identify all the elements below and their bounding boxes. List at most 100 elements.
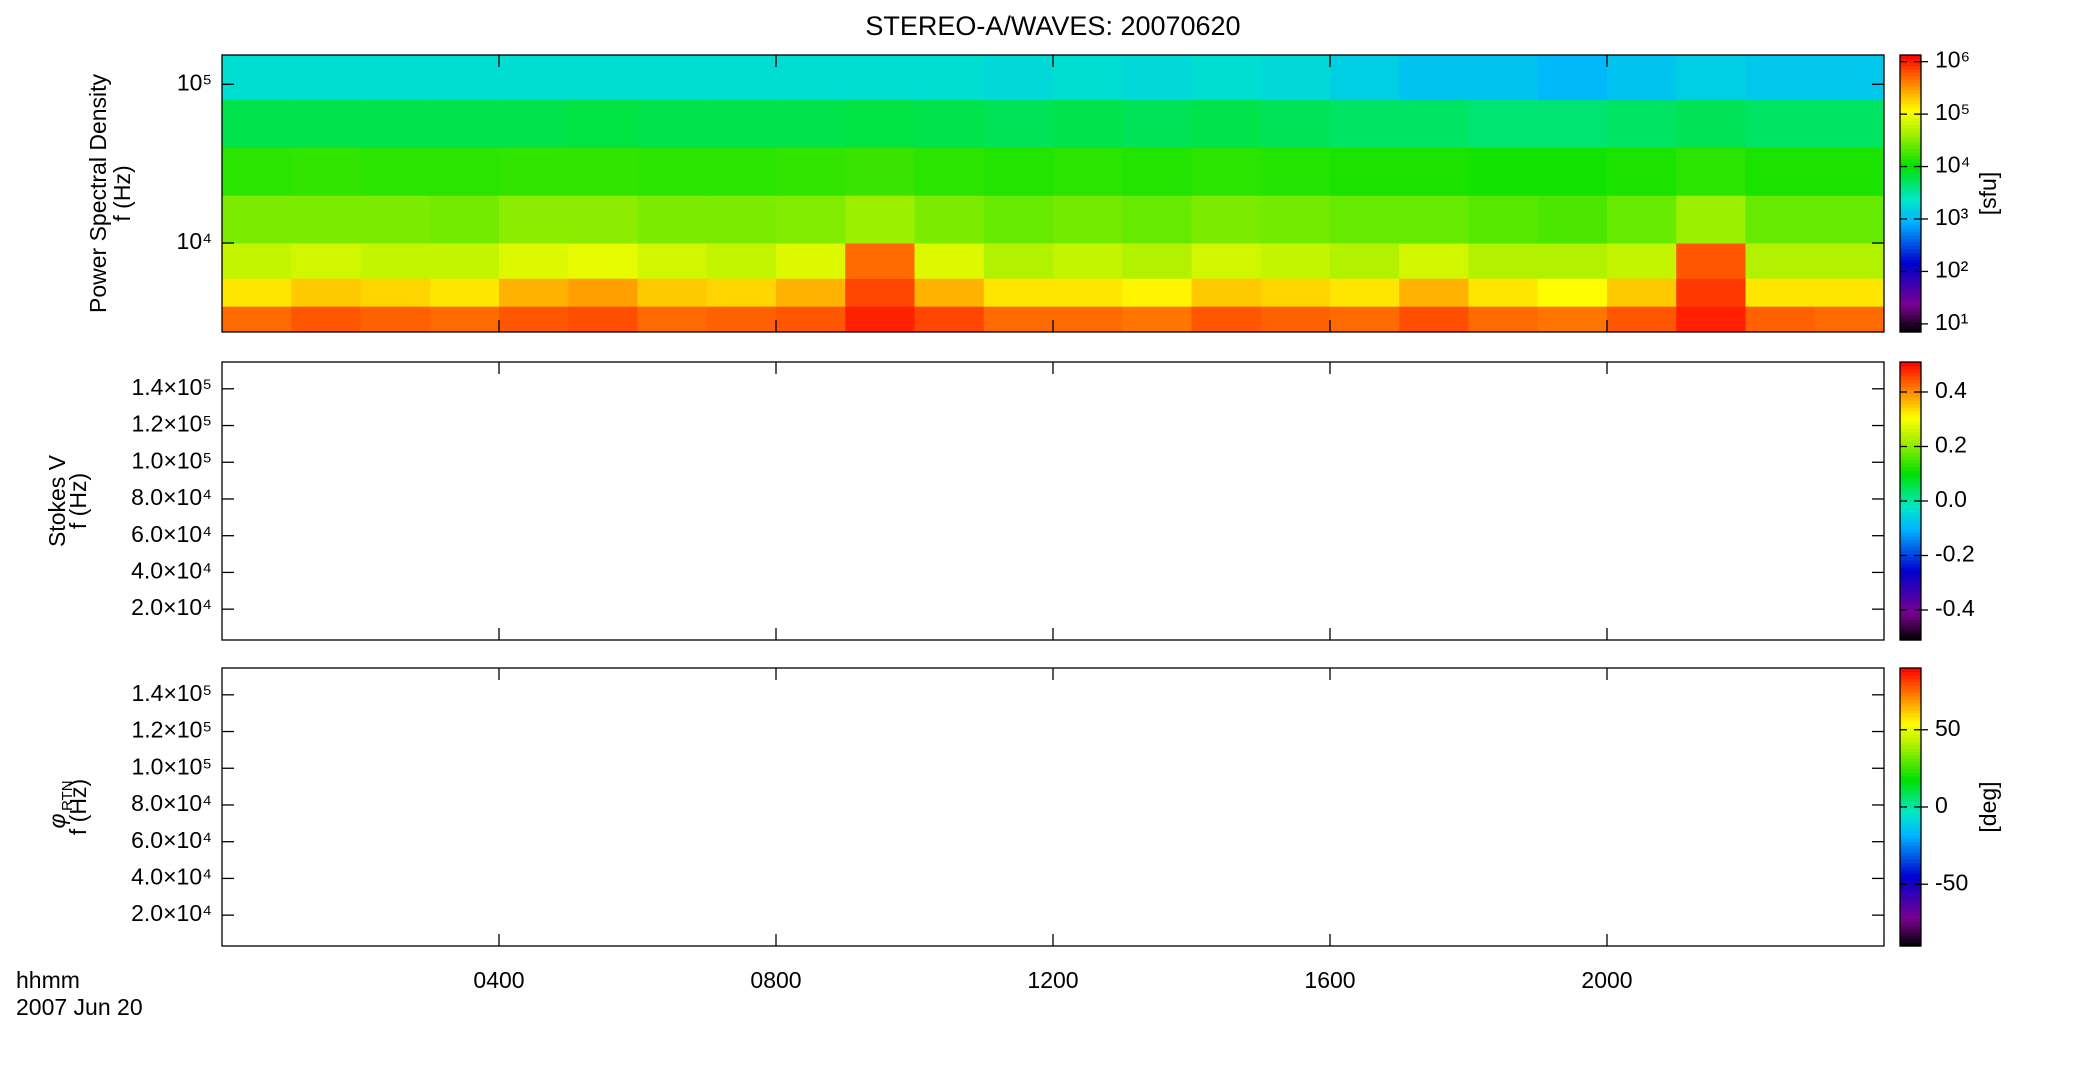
colorbar-segment: [1900, 452, 1921, 457]
y-axis-label-subscript: RTN: [59, 780, 76, 811]
colorbar-tick-label: -0.4: [1935, 595, 1975, 621]
colorbar-segment: [1900, 169, 1921, 174]
colorbar-segment: [1900, 622, 1921, 627]
x-tick-label: 2000: [1581, 967, 1632, 993]
colorbar-segment: [1900, 813, 1921, 819]
heatmap-cell: [499, 243, 569, 279]
colorbar-segment: [1900, 241, 1921, 247]
colorbar-tick-label: 10¹: [1935, 309, 1969, 335]
figure-title: STEREO-A/WAVES: 20070620: [865, 11, 1240, 41]
colorbar-segment: [1900, 765, 1921, 770]
heatmap-cell: [1468, 55, 1539, 101]
colorbar-segment: [1900, 58, 1921, 63]
heatmap-cell: [499, 147, 569, 196]
colorbar-segment: [1900, 730, 1921, 735]
colorbar-segment: [1900, 245, 1921, 250]
heatmap-cell: [1191, 147, 1262, 196]
heatmap-cell: [291, 55, 361, 101]
heatmap-cell: [1814, 195, 1885, 244]
colorbar-segment: [1900, 379, 1921, 384]
colorbar-segment: [1900, 393, 1921, 398]
heatmap-cell: [1330, 195, 1400, 244]
heatmap-cell: [1607, 306, 1677, 333]
colorbar-segment: [1900, 328, 1921, 333]
y-tick-label: 6.0×10⁴: [131, 521, 212, 547]
colorbar-segment: [1900, 176, 1921, 181]
heatmap-cell: [1814, 99, 1885, 148]
colorbar-segment: [1900, 542, 1921, 547]
colorbar-segment: [1900, 382, 1921, 387]
colorbar-segment: [1900, 504, 1921, 509]
heatmap-cell: [983, 243, 1054, 279]
y-tick-label: 1.0×10⁵: [131, 447, 212, 473]
heatmap-cell: [429, 147, 500, 196]
colorbar-segment: [1900, 807, 1921, 812]
colorbar-segment: [1900, 716, 1921, 721]
colorbar-segment: [1900, 93, 1921, 98]
colorbar-segment: [1900, 431, 1921, 436]
colorbar-segment: [1900, 793, 1921, 798]
heatmap-cell: [637, 306, 708, 333]
heatmap-cell: [776, 55, 846, 101]
colorbar-segment: [1900, 269, 1921, 274]
colorbar-segment: [1900, 266, 1921, 271]
colorbar-segment: [1900, 859, 1921, 864]
colorbar-segment: [1900, 713, 1921, 718]
heatmap-cell: [1399, 243, 1469, 279]
colorbar-segment: [1900, 297, 1921, 302]
heatmap-cell: [1745, 243, 1816, 279]
colorbar-segment: [1900, 276, 1921, 281]
y-tick-label: 1.4×10⁵: [131, 374, 212, 400]
heatmap-cell: [499, 99, 569, 148]
y-tick-label: 6.0×10⁴: [131, 827, 212, 853]
colorbar-segment: [1900, 290, 1921, 295]
colorbar-segment: [1900, 127, 1921, 132]
colorbar-segment: [1900, 633, 1921, 638]
heatmap-cell: [1814, 55, 1885, 101]
heatmap-cell: [568, 243, 638, 279]
colorbar-segment: [1900, 873, 1921, 878]
heatmap-cell: [1468, 195, 1539, 244]
heatmap-cell: [222, 306, 292, 333]
heatmap-cell: [1191, 306, 1262, 333]
heatmap-cell: [1260, 99, 1331, 148]
heatmap-cell: [1330, 99, 1400, 148]
colorbar-segment: [1900, 869, 1921, 874]
colorbar-segment: [1900, 879, 1921, 885]
heatmap-cell: [429, 278, 500, 307]
heatmap-cell: [776, 99, 846, 148]
colorbar-segment: [1900, 362, 1921, 367]
colorbar-segment: [1900, 671, 1921, 676]
colorbar-segment: [1900, 893, 1921, 898]
heatmap-cell: [222, 278, 292, 307]
heatmap-cell: [1607, 243, 1677, 279]
colorbar-segment: [1900, 932, 1921, 937]
colorbar-segment: [1900, 238, 1921, 243]
heatmap-cell: [1191, 243, 1262, 279]
colorbar-tick-label: 50: [1935, 715, 1961, 741]
colorbar-tick-label: 10⁵: [1935, 99, 1970, 125]
colorbar-segment: [1900, 293, 1921, 298]
colorbar-segment: [1900, 883, 1921, 888]
colorbar-segment: [1900, 487, 1921, 492]
colorbar-segment: [1900, 827, 1921, 832]
heatmap-cell: [360, 195, 431, 244]
colorbar-segment: [1900, 318, 1921, 323]
heatmap-cell: [222, 195, 292, 244]
colorbar-segment: [1900, 110, 1921, 115]
colorbar-segment: [1900, 117, 1921, 122]
colorbar-segment: [1900, 685, 1921, 690]
heatmap-cell: [1399, 147, 1469, 196]
y-tick-label: 8.0×10⁴: [131, 790, 212, 816]
heatmap-cell: [914, 306, 985, 333]
heatmap-cell: [637, 55, 708, 101]
heatmap-cell: [1122, 55, 1192, 101]
heatmap-cell: [568, 195, 638, 244]
colorbar-segment: [1900, 744, 1921, 749]
colorbar-segment: [1900, 151, 1921, 157]
colorbar-segment: [1900, 96, 1921, 101]
heatmap-cell: [429, 195, 500, 244]
colorbar-segment: [1900, 365, 1921, 370]
x-tick-label: 1600: [1304, 967, 1355, 993]
y-axis-unit: f (Hz): [65, 779, 91, 835]
